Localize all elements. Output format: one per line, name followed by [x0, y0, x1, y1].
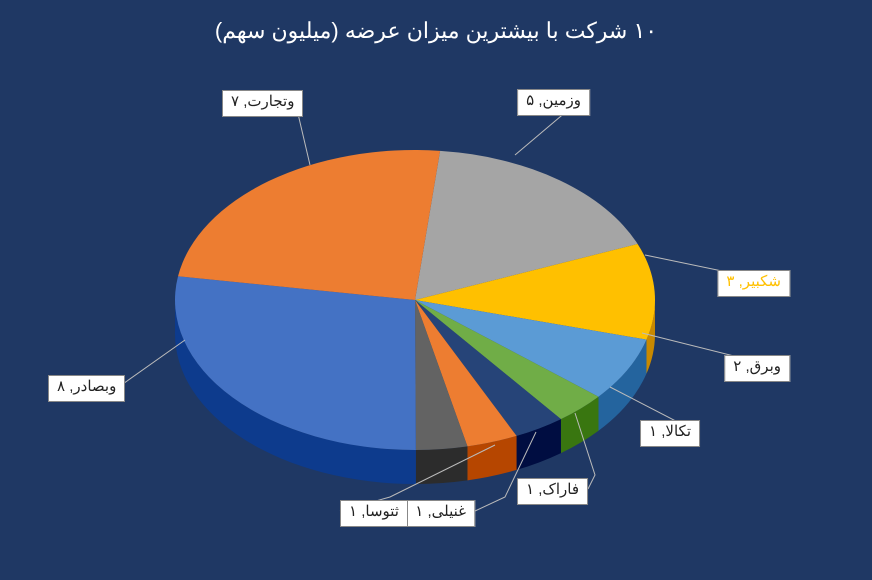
pie-slice-وبصادر [175, 276, 416, 450]
slice-label: تکالا, ۱ [640, 420, 700, 447]
slice-label: وتجارت, ۷ [222, 90, 303, 117]
pie-side [416, 446, 468, 484]
slice-label: غنیلی, ۱ [406, 500, 475, 527]
slice-label: وبصادر, ۸ [48, 375, 125, 402]
chart-page: ۱۰ شرکت با بیشترین میزان عرضه (میلیون سه… [0, 0, 872, 580]
slice-label: وزمین, ۵ [517, 89, 590, 116]
pie-slice-وتجارت [178, 150, 440, 300]
slice-label: فاراک, ۱ [517, 478, 588, 505]
slice-label: وبرق, ۲ [724, 355, 790, 382]
slice-label: شکبیر, ۳ [717, 270, 790, 297]
slice-label: ثتوسا, ۱ [340, 500, 408, 527]
